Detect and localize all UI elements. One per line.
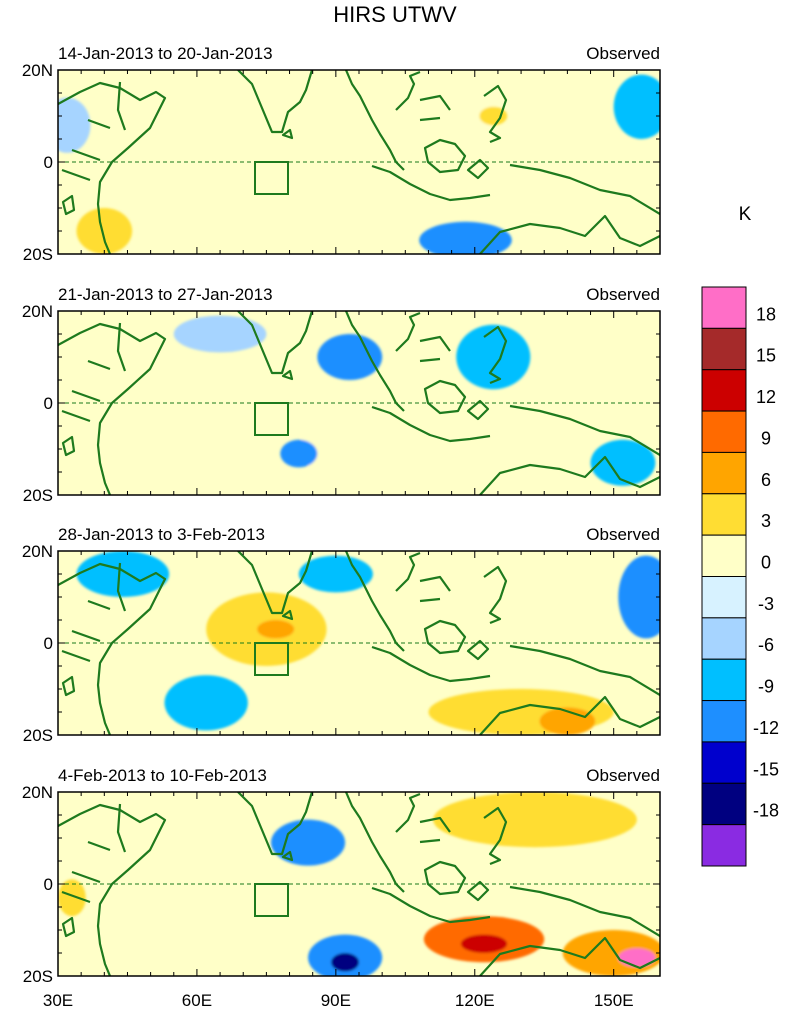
colorbar-label: -6 [758, 635, 774, 655]
anomaly-blob-2-1 [257, 620, 295, 639]
colorbar-unit-label: K [739, 204, 752, 225]
y-tick-label: 20S [23, 967, 53, 986]
colorbar-swatch [701, 824, 747, 867]
y-tick-label: 20S [23, 245, 53, 264]
anomaly-blob-3-3 [460, 934, 508, 953]
box-region [254, 402, 289, 436]
map-panel-1: 14-Jan-2013 to 20-Jan-2013 Observed 20N 0… [22, 44, 661, 264]
panel-tag: Observed [586, 44, 660, 63]
anomaly-blob-1-4 [576, 329, 651, 385]
colorbar-label: -15 [753, 759, 779, 779]
colorbar-swatch [701, 782, 747, 826]
anomaly-field [58, 74, 660, 254]
y-tick-label: 20S [23, 726, 53, 745]
y-axis: 20N 0 20S [22, 61, 660, 264]
x-tick-label: 30E [43, 991, 73, 1010]
y-tick-label: 0 [44, 634, 53, 653]
panel-tag: Observed [586, 766, 660, 785]
anomaly-blob-3-8 [187, 925, 244, 963]
anomaly-blob-1-0 [317, 334, 383, 380]
panel-date-range: 28-Jan-2013 to 3-Feb-2013 [58, 525, 265, 544]
colorbar: 18 15 12 9 6 3 0 -3 -6 -9 -12 -15 -18 [701, 286, 779, 867]
colorbar-label: 18 [756, 304, 776, 324]
colorbar-label: 9 [761, 428, 771, 448]
y-axis: 20N 0 20S [22, 302, 660, 505]
colorbar-swatch [701, 369, 747, 412]
y-tick-label: 20N [22, 783, 53, 802]
map-panel-3: 28-Jan-2013 to 3-Feb-2013 Observed 20N02… [22, 525, 661, 745]
anomaly-field [76, 551, 660, 735]
colorbar-swatch [701, 410, 747, 453]
y-axis: 20N 0 20S [22, 542, 660, 745]
map-panel-2: 21-Jan-2013 to 27-Jan-2013 Observed 20N 0… [22, 285, 661, 505]
y-tick-label: 0 [44, 394, 53, 413]
x-tick-label: 120E [455, 991, 495, 1010]
anomaly-blob-2-8 [460, 569, 517, 607]
x-tick-label: 150E [594, 991, 634, 1010]
box-region [254, 883, 289, 917]
colorbar-swatch [701, 617, 747, 660]
box-region [254, 642, 289, 676]
box-region [254, 161, 289, 195]
anomaly-blob-0-7 [613, 74, 660, 139]
panel-tag: Observed [586, 285, 660, 304]
anomaly-blob-3-0 [433, 792, 637, 848]
y-tick-label: 20N [22, 542, 53, 561]
anomaly-field [173, 315, 656, 486]
anomaly-blob-0-0 [76, 208, 133, 254]
anomaly-blob-1-2 [187, 426, 262, 472]
colorbar-swatch [701, 451, 747, 495]
colorbar-swatch [701, 576, 747, 619]
colorbar-label: -9 [758, 677, 774, 697]
panel-date-range: 4-Feb-2013 to 10-Feb-2013 [58, 766, 267, 785]
anomaly-blob-2-5 [298, 555, 373, 593]
anomaly-blob-3-7 [271, 819, 346, 866]
panel-date-range: 21-Jan-2013 to 27-Jan-2013 [58, 285, 273, 304]
colorbar-label: -18 [753, 801, 779, 821]
x-tick-label: 60E [182, 991, 212, 1010]
anomaly-blob-0-8 [58, 97, 91, 153]
colorbar-label: -12 [753, 718, 779, 738]
y-tick-label: 20N [22, 302, 53, 321]
colorbar-swatch [701, 534, 747, 578]
colorbar-swatch [701, 741, 747, 784]
panel-date-range: 14-Jan-2013 to 20-Jan-2013 [58, 44, 273, 63]
colorbar-label: 15 [756, 346, 776, 366]
anomaly-blob-0-1 [206, 125, 299, 172]
y-tick-label: 20S [23, 486, 53, 505]
map-panel-4: 4-Feb-2013 to 10-Feb-2013 Observed 20N02… [22, 766, 661, 1010]
figure-title: HIRS UTWV [333, 2, 457, 27]
y-tick-label: 20N [22, 61, 53, 80]
anomaly-blob-1-5 [173, 315, 267, 353]
colorbar-label: 6 [761, 470, 771, 490]
y-axis: 20N 0 20S [22, 783, 660, 986]
x-tick-label: 90E [321, 991, 351, 1010]
anomaly-blob-2-3 [539, 707, 596, 735]
colorbar-swatch [701, 700, 747, 743]
anomaly-blob-3-6 [331, 953, 359, 972]
colorbar-swatch [701, 658, 747, 702]
anomaly-blob-2-7 [164, 675, 248, 731]
anomaly-blob-1-7 [590, 439, 656, 486]
colorbar-swatch [701, 286, 747, 329]
colorbar-swatch [701, 327, 747, 371]
panel-tag: Observed [586, 525, 660, 544]
y-tick-label: 0 [44, 875, 53, 894]
colorbar-label: 0 [761, 553, 771, 573]
anomaly-blob-2-6 [618, 555, 660, 639]
x-axis: 30E 60E 90E 120E 150E [43, 991, 634, 1010]
anomaly-blob-1-6 [280, 439, 318, 468]
anomaly-blob-0-2 [289, 189, 346, 218]
colorbar-label: 12 [756, 387, 776, 407]
anomaly-blob-2-4 [76, 551, 170, 597]
anomaly-blob-1-1 [456, 324, 531, 390]
colorbar-label: 3 [761, 511, 771, 531]
colorbar-swatch [701, 493, 747, 536]
anomaly-blob-3-9 [58, 879, 86, 917]
anomaly-blob-0-4 [479, 106, 508, 126]
colorbar-label: -3 [758, 594, 774, 614]
y-tick-label: 0 [44, 153, 53, 172]
